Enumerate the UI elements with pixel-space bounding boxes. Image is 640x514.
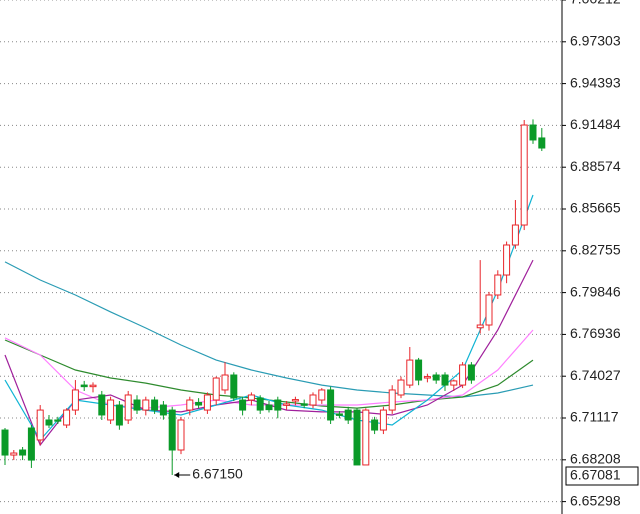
y-tick-label: 6.91484	[570, 116, 621, 132]
y-tick-label: 6.85665	[570, 200, 621, 216]
price-label: 6.67081	[570, 467, 621, 483]
candle-body	[89, 384, 97, 388]
candle-body	[63, 409, 71, 426]
candle-body	[467, 364, 475, 381]
candle-body	[397, 379, 405, 396]
candle-body	[247, 394, 255, 401]
candle-body	[520, 124, 528, 226]
candle-body	[124, 394, 132, 421]
candle-body	[54, 419, 62, 422]
y-tick-label: 6.79846	[570, 283, 621, 299]
y-tick-label: 6.65298	[570, 492, 621, 508]
candle-body	[335, 413, 343, 416]
candle-body	[168, 409, 176, 451]
candle-body	[344, 409, 352, 421]
candle-body	[265, 404, 273, 411]
candle-body	[19, 449, 27, 456]
candle-body	[511, 224, 519, 246]
y-tick-label: 6.97303	[570, 32, 621, 48]
y-tick-label: 6.74027	[570, 367, 621, 383]
candle-body	[98, 394, 106, 416]
candle-body	[441, 374, 449, 386]
ma-line	[4, 259, 534, 447]
candle-body	[415, 359, 423, 381]
candle-body	[151, 399, 159, 411]
candle-body	[212, 377, 220, 401]
candle-body	[450, 380, 458, 386]
candle-body	[309, 394, 317, 406]
candle-body	[142, 399, 150, 411]
candle-body	[459, 364, 467, 386]
y-tick-label: 6.88574	[570, 158, 621, 174]
candle-body	[115, 404, 123, 426]
y-tick-label: 6.94393	[570, 74, 621, 90]
candle-body	[476, 324, 484, 329]
candle-body	[195, 401, 203, 406]
ma-line	[4, 261, 534, 398]
candle-body	[221, 374, 229, 391]
y-tick-label: 6.82755	[570, 242, 621, 258]
candle-body	[379, 409, 387, 431]
candle-body	[230, 374, 238, 399]
candle-body	[291, 399, 299, 402]
candle-body	[36, 409, 44, 441]
candle-body	[133, 399, 141, 411]
candle-body	[107, 399, 115, 421]
candle-body	[186, 399, 194, 411]
candle-body	[362, 409, 370, 466]
candle-body	[203, 394, 211, 411]
candle-body	[538, 137, 546, 149]
candle-body	[318, 389, 326, 401]
low-arrow-head	[174, 472, 180, 479]
candle-body	[1, 429, 9, 456]
y-tick-label: 7.00212	[570, 0, 621, 7]
candle-body	[432, 374, 440, 381]
candle-body	[529, 124, 537, 141]
low-label: 6.67150	[192, 466, 243, 482]
candle-body	[256, 397, 264, 411]
candle-body	[159, 404, 167, 416]
candle-body	[423, 376, 431, 379]
candle-body	[71, 389, 79, 411]
candle-body	[353, 409, 361, 466]
candle-body	[371, 419, 379, 431]
ma-line	[4, 329, 534, 409]
candle-body	[283, 403, 291, 406]
candle-body	[503, 244, 511, 276]
candle-body	[406, 359, 414, 386]
candle-body	[388, 389, 396, 411]
candle-body	[274, 399, 282, 411]
candle-body	[300, 403, 308, 406]
y-tick-label: 6.68208	[570, 451, 621, 467]
candle-body	[485, 294, 493, 326]
candle-body	[327, 389, 335, 421]
candle-body	[45, 419, 53, 426]
candle-body	[80, 384, 88, 388]
candle-body	[27, 427, 35, 461]
candle-body	[10, 452, 18, 456]
candle-body	[177, 419, 185, 451]
candle-body	[239, 399, 247, 411]
price-box	[565, 466, 639, 486]
y-tick-label: 6.71117	[570, 409, 619, 425]
y-tick-label: 6.76936	[570, 325, 621, 341]
candle-body	[494, 274, 502, 296]
